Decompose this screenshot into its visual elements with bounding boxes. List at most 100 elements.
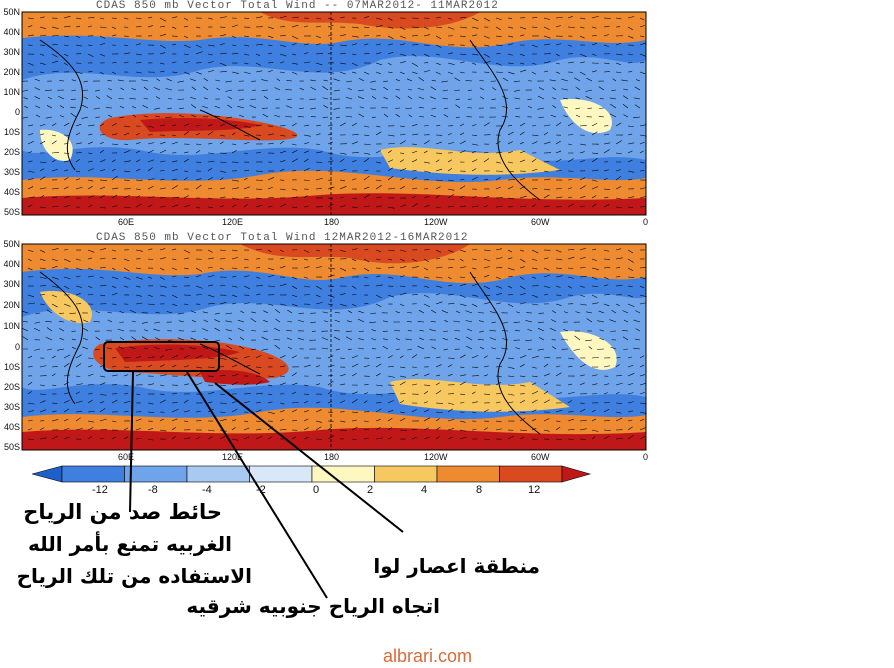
wind-vector xyxy=(183,303,189,305)
wind-vector xyxy=(611,309,617,314)
lat-label: 40S xyxy=(3,422,20,432)
wind-vector xyxy=(603,177,608,181)
wind-vector xyxy=(231,249,238,252)
wind-vector xyxy=(454,337,461,341)
wind-vector xyxy=(117,79,125,82)
wind-vector xyxy=(177,312,185,315)
wind-vector xyxy=(132,114,137,118)
wind-vector xyxy=(219,365,225,368)
wind-vector xyxy=(231,187,239,190)
wind-vector xyxy=(552,105,557,109)
wind-vector xyxy=(435,26,443,28)
wind-vector xyxy=(495,177,501,181)
wind-vector xyxy=(83,319,89,323)
wind-vector xyxy=(45,116,53,119)
wind-vector xyxy=(531,366,537,369)
wind-vector xyxy=(471,124,477,127)
wind-vector xyxy=(375,402,382,404)
wind-vector xyxy=(411,195,417,199)
wind-vector xyxy=(543,429,550,432)
wind-vector xyxy=(525,339,533,342)
wind-vector xyxy=(243,420,249,423)
wind-vector xyxy=(243,177,248,181)
wind-vector xyxy=(351,258,357,262)
wind-vector xyxy=(303,52,309,55)
wind-vector xyxy=(143,347,149,350)
wind-vector xyxy=(477,338,485,341)
wind-vector xyxy=(411,293,418,296)
wind-vector xyxy=(399,71,405,75)
wind-vector xyxy=(459,429,467,432)
wind-vector xyxy=(111,293,118,296)
wind-vector xyxy=(555,392,563,395)
wind-vector xyxy=(603,429,611,432)
wind-vector xyxy=(225,320,233,323)
wind-vector xyxy=(507,257,513,260)
wind-vector xyxy=(207,357,215,359)
wind-vector xyxy=(219,152,227,154)
wind-vector xyxy=(159,429,167,432)
wind-vector xyxy=(603,276,609,280)
wind-vector xyxy=(358,330,365,333)
wind-vector xyxy=(495,302,502,305)
wind-vector xyxy=(435,35,442,40)
wind-vector xyxy=(263,330,269,332)
wind-vector xyxy=(447,194,454,199)
wind-vector xyxy=(591,436,596,440)
wind-vector xyxy=(51,419,59,422)
wind-vector xyxy=(615,391,620,395)
wind-vector xyxy=(447,62,455,65)
wind-vector xyxy=(39,16,45,19)
wind-vector xyxy=(489,330,497,332)
wind-vector xyxy=(555,258,563,261)
wind-vector xyxy=(555,150,562,154)
wind-vector xyxy=(387,26,394,29)
wind-vector xyxy=(315,35,321,39)
wind-vector xyxy=(543,141,551,145)
wind-vector xyxy=(478,320,485,323)
wind-vector xyxy=(567,267,574,269)
wind-vector xyxy=(567,383,573,386)
wind-vector xyxy=(561,339,569,341)
wind-vector xyxy=(591,152,599,154)
wind-vector xyxy=(411,429,417,431)
wind-vector xyxy=(75,132,81,136)
wind-vector xyxy=(387,175,394,181)
wind-vector xyxy=(480,96,485,100)
wind-vector xyxy=(507,35,514,38)
wind-vector xyxy=(87,160,93,163)
wind-vector xyxy=(87,420,94,423)
wind-vector xyxy=(75,44,82,47)
wind-vector xyxy=(495,152,502,154)
wind-vector xyxy=(63,122,70,127)
wind-vector xyxy=(63,363,70,368)
wind-vector xyxy=(579,374,585,377)
lat-label: 10N xyxy=(3,87,20,97)
wind-vector xyxy=(567,429,575,431)
wind-vector xyxy=(627,267,634,272)
wind-vector xyxy=(46,309,53,314)
wind-vector xyxy=(603,44,609,47)
wind-vector xyxy=(27,133,34,136)
wind-vector xyxy=(411,203,418,208)
wind-vector xyxy=(195,178,202,181)
wind-vector xyxy=(351,26,359,29)
wind-vector xyxy=(363,16,370,19)
wind-map-top xyxy=(21,11,647,216)
wind-vector xyxy=(411,143,417,145)
wind-vector xyxy=(279,125,286,127)
wind-vector xyxy=(87,133,93,136)
wind-vector xyxy=(63,169,69,172)
wind-vector xyxy=(255,436,263,440)
wind-vector xyxy=(75,267,83,271)
wind-vector xyxy=(107,311,113,314)
wind-vector xyxy=(370,312,377,315)
wind-vector xyxy=(375,205,382,208)
wind-vector xyxy=(574,77,581,82)
wind-vector xyxy=(623,95,629,100)
wind-vector xyxy=(567,196,573,199)
wind-vector xyxy=(447,364,453,368)
wind-vector xyxy=(639,42,647,46)
wind-vector xyxy=(327,44,334,46)
wind-vector xyxy=(435,301,443,305)
